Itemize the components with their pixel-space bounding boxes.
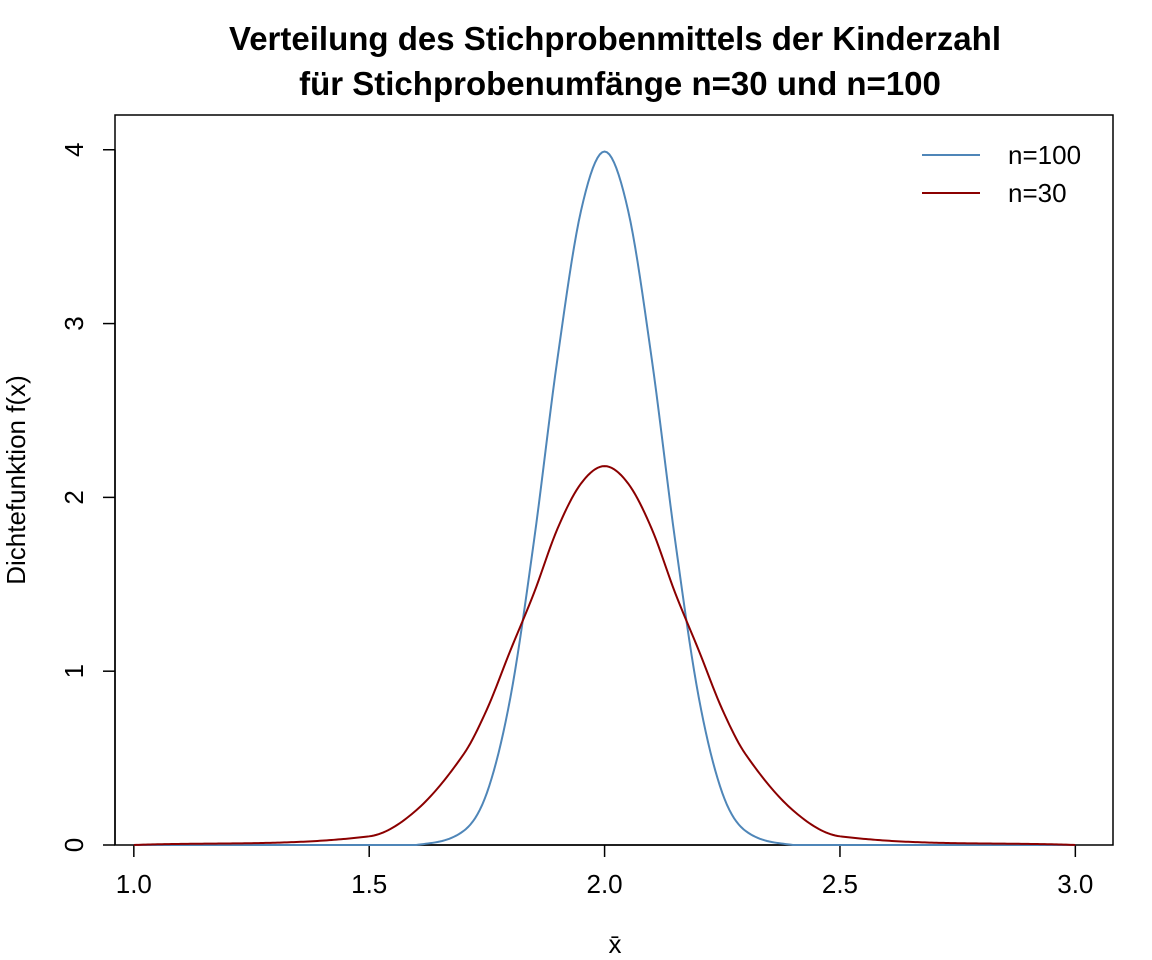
x-axis: 1.0 1.5 2.0 2.5 3.0 [116,844,1093,899]
series-line-n30 [133,465,1076,846]
y-axis: 0 1 2 3 4 [59,143,116,852]
y-tick-label: 1 [59,664,89,678]
x-tick-label: 3.0 [1057,869,1093,899]
legend-label: n=100 [1008,140,1081,170]
y-tick-label: 2 [59,490,89,504]
x-axis-label: x̄ [609,929,622,959]
x-tick-label: 2.0 [587,869,623,899]
series-line-n100 [133,150,1076,846]
y-tick-label: 0 [59,838,89,852]
legend-label: n=30 [1008,178,1067,208]
chart-subtitle: für Stichprobenumfänge n=30 und n=100 [299,65,941,102]
y-tick-label: 3 [59,316,89,330]
y-axis-label: Dichtefunktion f(x) [1,375,31,585]
series-layer [133,150,1076,846]
legend: n=100 n=30 [922,140,1081,208]
x-tick-label: 1.5 [351,869,387,899]
chart-title: Verteilung des Stichprobenmittels der Ki… [229,20,1001,57]
y-tick-label: 4 [59,143,89,157]
x-tick-label: 2.5 [822,869,858,899]
plot-frame [114,114,1114,846]
x-tick-label: 1.0 [116,869,152,899]
